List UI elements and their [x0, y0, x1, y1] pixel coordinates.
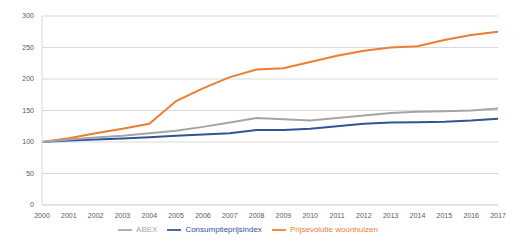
svg-text:0: 0	[30, 201, 34, 208]
svg-text:100: 100	[22, 138, 34, 145]
html-text:Prijsevolutie woonhuizen: Prijsevolutie woonhuizen	[289, 225, 378, 235]
svg-text:300: 300	[22, 12, 34, 19]
svg-text:50: 50	[26, 170, 34, 177]
svg-text:2011: 2011	[330, 212, 345, 219]
html-text:Consumptieprijsindex: Consumptieprijsindex	[185, 225, 262, 235]
svg-text:2010: 2010	[302, 212, 318, 219]
svg-text:2006: 2006	[195, 212, 211, 219]
svg-text:150: 150	[22, 107, 34, 114]
svg-text:2001: 2001	[61, 212, 77, 219]
svg-text:2005: 2005	[168, 212, 184, 219]
svg-text:2008: 2008	[249, 212, 265, 219]
svg-text:2015: 2015	[437, 212, 453, 219]
svg-text:200: 200	[22, 75, 34, 82]
svg-text:2013: 2013	[383, 212, 399, 219]
svg-text:2007: 2007	[222, 212, 238, 219]
svg-text:250: 250	[22, 44, 34, 51]
svg-text:2000: 2000	[34, 212, 50, 219]
svg-text:2002: 2002	[88, 212, 104, 219]
svg-text:2003: 2003	[115, 212, 131, 219]
svg-text:2004: 2004	[142, 212, 158, 219]
svg-text:2014: 2014	[410, 212, 426, 219]
svg-text:2012: 2012	[356, 212, 372, 219]
html-text:ABEX: ABEX	[136, 225, 158, 235]
svg-text:2017: 2017	[490, 212, 506, 219]
svg-text:2009: 2009	[276, 212, 292, 219]
svg-text:2016: 2016	[463, 212, 479, 219]
